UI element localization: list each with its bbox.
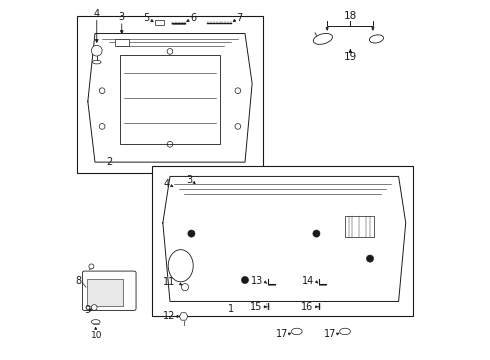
Text: 14: 14 xyxy=(302,276,315,286)
Circle shape xyxy=(313,230,320,237)
Text: 8: 8 xyxy=(76,276,82,286)
Ellipse shape xyxy=(369,35,384,43)
Bar xyxy=(152,166,413,316)
Text: 12: 12 xyxy=(163,311,175,321)
Text: 11: 11 xyxy=(163,277,175,287)
Ellipse shape xyxy=(91,320,100,324)
Polygon shape xyxy=(179,313,188,320)
Text: 3: 3 xyxy=(187,175,193,185)
Bar xyxy=(155,19,164,24)
Bar xyxy=(120,55,220,144)
Text: 17: 17 xyxy=(275,329,288,339)
Text: 13: 13 xyxy=(250,276,263,286)
Ellipse shape xyxy=(168,249,193,282)
Text: 7: 7 xyxy=(237,13,243,23)
Text: 18: 18 xyxy=(344,11,357,21)
Text: 5: 5 xyxy=(144,13,150,23)
Circle shape xyxy=(242,276,248,284)
Circle shape xyxy=(188,230,195,237)
Text: 4: 4 xyxy=(163,179,170,189)
Ellipse shape xyxy=(340,328,350,335)
Bar xyxy=(87,279,123,306)
Text: 17: 17 xyxy=(324,329,336,339)
Text: 2: 2 xyxy=(106,157,112,167)
Text: 3: 3 xyxy=(119,13,125,22)
Bar xyxy=(77,16,263,173)
Text: 4: 4 xyxy=(94,9,100,19)
Bar xyxy=(345,216,373,237)
Text: 9: 9 xyxy=(85,305,91,315)
Ellipse shape xyxy=(292,328,302,335)
Circle shape xyxy=(92,305,97,310)
Text: 19: 19 xyxy=(344,52,357,62)
Ellipse shape xyxy=(313,33,332,44)
Text: 6: 6 xyxy=(190,13,196,23)
Circle shape xyxy=(92,45,102,56)
Circle shape xyxy=(367,255,373,262)
Circle shape xyxy=(181,284,189,291)
Bar xyxy=(115,39,129,46)
Circle shape xyxy=(89,264,94,269)
FancyBboxPatch shape xyxy=(82,271,136,310)
Text: 1: 1 xyxy=(228,304,234,314)
Ellipse shape xyxy=(93,60,101,64)
Text: 10: 10 xyxy=(91,331,102,340)
Text: 16: 16 xyxy=(301,302,314,312)
Text: 15: 15 xyxy=(250,302,262,312)
